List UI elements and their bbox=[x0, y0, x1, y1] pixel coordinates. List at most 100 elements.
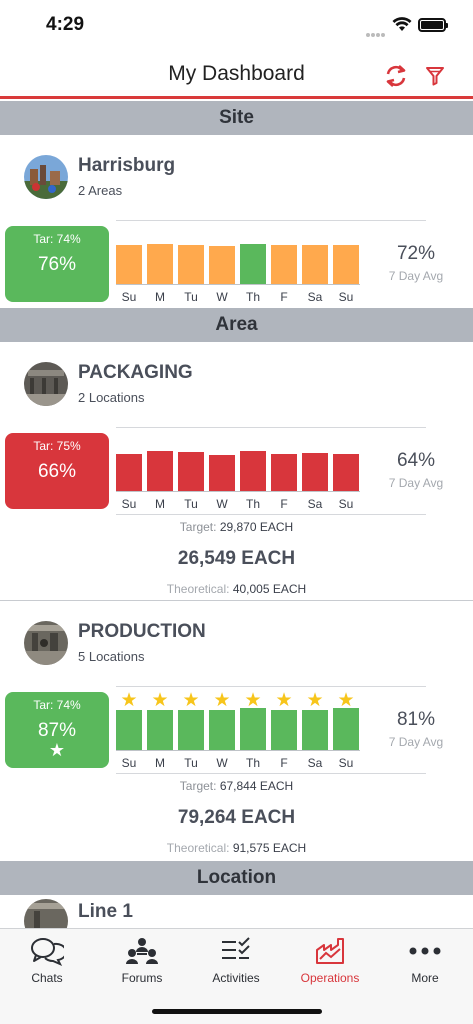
day-label: M bbox=[155, 497, 165, 511]
day-label: Su bbox=[121, 497, 137, 511]
tab-label: Activities bbox=[212, 971, 260, 985]
goal-stars: ★ ★ ★ ★ ★ ★ ★ ★ bbox=[0, 691, 473, 711]
target-label: Target: bbox=[179, 779, 217, 793]
target-amount: Target: 29,870 EACH bbox=[0, 520, 473, 534]
refresh-icon[interactable] bbox=[383, 64, 409, 88]
day-label: F bbox=[280, 290, 288, 304]
star-icon: ★ bbox=[120, 690, 138, 711]
day-label: F bbox=[280, 756, 288, 770]
day-label: Su bbox=[338, 497, 354, 511]
filter-icon[interactable] bbox=[425, 66, 445, 86]
site-avatar bbox=[24, 155, 68, 199]
tab-more[interactable]: More bbox=[378, 935, 472, 985]
current-pct: 87% bbox=[37, 720, 77, 741]
score-box: Tar: 75% 66% bbox=[5, 433, 109, 509]
day-label: M bbox=[155, 756, 165, 770]
score-box: Tar: 74% 76% bbox=[5, 226, 109, 302]
tab-operations[interactable]: Operations bbox=[283, 935, 377, 985]
divider bbox=[116, 220, 426, 221]
location-name: Line 1 bbox=[78, 901, 133, 922]
area-name: PRODUCTION bbox=[78, 621, 206, 642]
divider bbox=[116, 686, 426, 687]
day-bar bbox=[240, 708, 266, 750]
average-label: 7 Day Avg bbox=[388, 476, 444, 490]
battery-icon bbox=[418, 18, 448, 32]
day-bar bbox=[116, 454, 142, 491]
day-bar bbox=[116, 710, 142, 750]
seven-day-average: 72% 7 Day Avg bbox=[376, 243, 456, 283]
seven-day-average: 81% 7 Day Avg bbox=[376, 709, 456, 749]
section-header-location: Location bbox=[0, 861, 473, 895]
nav-header: My Dashboard bbox=[0, 52, 473, 99]
day-label: W bbox=[216, 756, 228, 770]
star-icon: ★ bbox=[337, 690, 355, 711]
chart-baseline bbox=[116, 284, 360, 285]
target-value: 67,844 EACH bbox=[219, 779, 294, 793]
chats-icon bbox=[31, 938, 64, 966]
day-labels: Su M Tu W Th F Sa Su bbox=[0, 756, 473, 770]
card-separator bbox=[0, 600, 473, 601]
status-time: 4:29 bbox=[46, 14, 85, 35]
theoretical-value: 40,005 EACH bbox=[232, 582, 307, 596]
area-card-packaging[interactable]: PACKAGING 2 Locations Tar: 75% 66% Su M Tu… bbox=[0, 342, 473, 600]
theoretical-amount: Theoretical: 91,575 EACH bbox=[0, 841, 473, 855]
day-label: W bbox=[216, 290, 228, 304]
day-bar bbox=[240, 244, 266, 284]
day-bar bbox=[209, 455, 235, 491]
day-label: Th bbox=[245, 756, 260, 770]
daily-bar-chart bbox=[116, 447, 360, 491]
home-indicator bbox=[152, 1009, 322, 1014]
tab-label: Chats bbox=[31, 971, 63, 985]
average-value: 64% bbox=[396, 450, 436, 471]
operations-icon bbox=[316, 938, 344, 964]
theoretical-amount: Theoretical: 40,005 EACH bbox=[0, 582, 473, 596]
page-title: My Dashboard bbox=[168, 62, 305, 85]
tab-forums[interactable]: Forums bbox=[95, 935, 189, 985]
day-label: W bbox=[216, 497, 228, 511]
tab-label: More bbox=[411, 971, 439, 985]
chart-baseline bbox=[116, 491, 360, 492]
average-label: 7 Day Avg bbox=[388, 269, 444, 283]
day-label: Sa bbox=[307, 756, 323, 770]
score-box: Tar: 74% 87% ★ bbox=[5, 692, 109, 768]
location-avatar bbox=[24, 899, 68, 928]
area-location-count: 5 Locations bbox=[78, 649, 145, 664]
day-bar bbox=[333, 708, 359, 750]
day-label: Tu bbox=[184, 756, 198, 770]
theoretical-value: 91,575 EACH bbox=[232, 841, 307, 855]
star-icon: ★ bbox=[213, 690, 231, 711]
area-card-production[interactable]: PRODUCTION 5 Locations Tar: 74% 87% ★ ★ ★… bbox=[0, 601, 473, 859]
chart-baseline bbox=[116, 750, 360, 751]
location-card-line-1[interactable]: Line 1 bbox=[0, 895, 473, 928]
seven-day-average: 64% 7 Day Avg bbox=[376, 450, 456, 490]
area-avatar bbox=[24, 362, 68, 406]
theoretical-label: Theoretical: bbox=[166, 582, 230, 596]
actual-amount: 26,549 EACH bbox=[177, 548, 296, 569]
theoretical-label: Theoretical: bbox=[166, 841, 230, 855]
day-label: Tu bbox=[184, 290, 198, 304]
day-bar bbox=[209, 246, 235, 284]
tab-label: Forums bbox=[121, 971, 163, 985]
current-pct: 76% bbox=[37, 254, 77, 275]
area-avatar bbox=[24, 621, 68, 665]
section-header-area: Area bbox=[0, 308, 473, 342]
wifi-icon bbox=[392, 17, 412, 31]
site-card-harrisburg[interactable]: Harrisburg 2 Areas Tar: 74% 76% Su M Tu W Th… bbox=[0, 135, 473, 307]
more-icon bbox=[409, 947, 441, 955]
tab-bar: Chats Forums bbox=[0, 928, 473, 1024]
day-labels: Su M Tu W Th F Sa Su bbox=[0, 290, 473, 304]
day-bar bbox=[209, 710, 235, 750]
forums-icon bbox=[126, 938, 158, 964]
target-value: 29,870 EACH bbox=[219, 520, 294, 534]
day-label: Sa bbox=[307, 290, 323, 304]
day-bar bbox=[271, 710, 297, 750]
area-location-count: 2 Locations bbox=[78, 390, 145, 405]
tab-label: Operations bbox=[300, 971, 360, 985]
tab-activities[interactable]: Activities bbox=[189, 935, 283, 985]
tab-chats[interactable]: Chats bbox=[0, 935, 94, 985]
target-label: Target: bbox=[179, 520, 217, 534]
day-bar bbox=[147, 710, 173, 750]
section-header-site: Site bbox=[0, 101, 473, 135]
star-icon: ★ bbox=[48, 740, 66, 760]
actual-amount: 79,264 EACH bbox=[177, 807, 296, 828]
